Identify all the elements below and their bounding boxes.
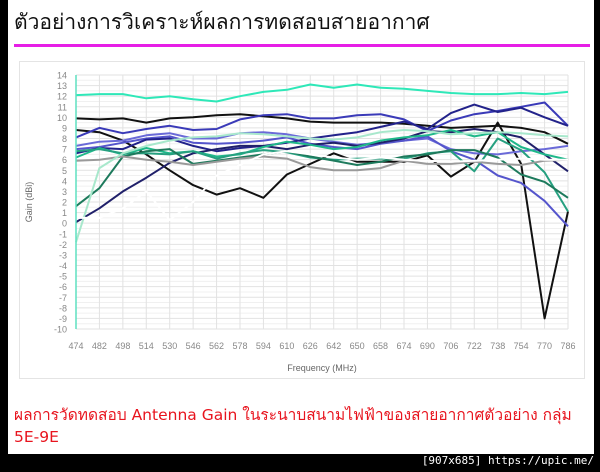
svg-text:514: 514: [139, 341, 154, 351]
series-line-s8: [75, 128, 569, 223]
svg-text:690: 690: [420, 341, 435, 351]
svg-text:-10: -10: [54, 325, 67, 335]
series-line-s11: [75, 148, 569, 207]
svg-text:-5: -5: [59, 272, 67, 282]
svg-text:-4: -4: [59, 261, 67, 271]
svg-text:642: 642: [326, 341, 341, 351]
svg-text:4: 4: [62, 176, 67, 186]
svg-text:610: 610: [279, 341, 294, 351]
series-line-s12: [75, 155, 569, 172]
svg-text:11: 11: [58, 102, 67, 112]
x-axis-ticks: 474 482 498 514 530 546 562 578 594 610 626 642 650 6…: [68, 341, 575, 351]
chart-card: 14 13 12 11 10 9 8 7 6 5 4 3 2 1 0 -1 -2 -3 -4 -5 -6 -7 -8 -9 -1…: [19, 61, 585, 379]
svg-text:498: 498: [115, 341, 130, 351]
svg-text:3: 3: [62, 187, 67, 197]
series-lines: [75, 83, 569, 320]
svg-text:9: 9: [62, 123, 67, 133]
svg-text:-2: -2: [59, 240, 67, 250]
svg-text:1: 1: [62, 208, 67, 218]
svg-text:474: 474: [68, 341, 83, 351]
series-line-s6: [75, 135, 569, 227]
svg-text:8: 8: [62, 134, 67, 144]
svg-text:2: 2: [62, 198, 67, 208]
chart-caption: ผลการวัดทดสอบ Antenna Gain ในระนาบสนามไฟ…: [14, 406, 572, 446]
svg-text:12: 12: [57, 92, 67, 102]
series-line-s2: [75, 113, 569, 145]
svg-text:658: 658: [373, 341, 388, 351]
svg-text:738: 738: [490, 341, 505, 351]
series-line-s1: [75, 83, 569, 103]
svg-text:770: 770: [537, 341, 552, 351]
svg-text:5: 5: [62, 166, 67, 176]
svg-text:14: 14: [57, 71, 67, 81]
y-axis-ticks: 14131211109876543210-1-2-3-4-5-6-7-8-9-1…: [54, 71, 67, 335]
svg-text:-3: -3: [59, 250, 67, 260]
svg-text:530: 530: [162, 341, 177, 351]
slide: ตัวอย่างการวิเคราะห์ผลการทดสอบสายอากาศ 1…: [8, 0, 594, 454]
svg-text:10: 10: [57, 113, 67, 123]
svg-text:13: 13: [57, 81, 67, 91]
y-axis-title: Gain (dBi): [24, 182, 34, 223]
svg-text:562: 562: [209, 341, 224, 351]
svg-text:594: 594: [256, 341, 271, 351]
title-underline: [14, 44, 590, 47]
svg-text:-6: -6: [59, 282, 67, 292]
svg-text:482: 482: [92, 341, 107, 351]
svg-text:626: 626: [303, 341, 318, 351]
svg-text:706: 706: [443, 341, 458, 351]
series-line-s7: [75, 103, 569, 155]
svg-text:786: 786: [560, 341, 575, 351]
grid: [75, 74, 569, 330]
svg-text:722: 722: [467, 341, 482, 351]
gain-line-chart: 14131211109876543210-1-2-3-4-5-6-7-8-9-1…: [24, 71, 576, 374]
series-line-s13: [75, 129, 569, 243]
series-line-s14: [76, 150, 568, 221]
slide-title: ตัวอย่างการวิเคราะห์ผลการทดสอบสายอากาศ: [14, 10, 430, 34]
svg-text:0: 0: [62, 219, 67, 229]
svg-text:-8: -8: [59, 303, 67, 313]
svg-text:-9: -9: [59, 314, 67, 324]
series-line-s4: [75, 101, 569, 139]
svg-text:-7: -7: [59, 293, 67, 303]
svg-text:546: 546: [186, 341, 201, 351]
svg-text:-1: -1: [59, 229, 67, 239]
image-size-watermark: [907x685] https://upic.me/: [421, 454, 594, 467]
series-line-s3: [75, 121, 569, 320]
svg-text:578: 578: [232, 341, 247, 351]
svg-text:650: 650: [350, 341, 365, 351]
x-axis-title: Frequency (MHz): [287, 363, 357, 373]
svg-text:7: 7: [62, 145, 67, 155]
svg-text:674: 674: [396, 341, 411, 351]
svg-text:6: 6: [62, 155, 67, 165]
svg-text:754: 754: [514, 341, 529, 351]
